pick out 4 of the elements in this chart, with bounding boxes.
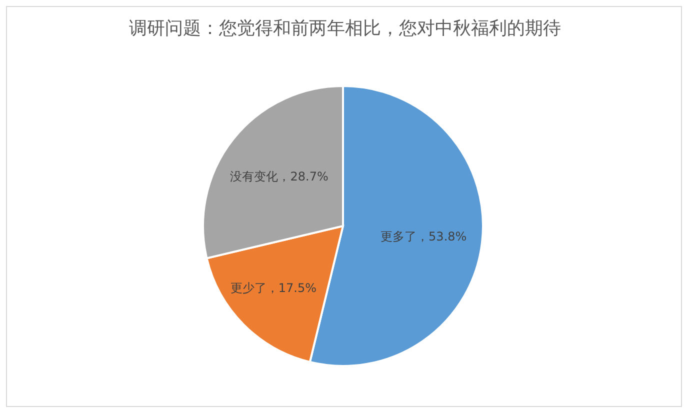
chart-title: 调研问题：您觉得和前两年相比，您对中秋福利的期待 [129, 18, 561, 39]
slice-label: 更多了，53.8% [380, 230, 467, 244]
slice-label: 没有变化，28.7% [230, 170, 328, 184]
slice-label: 更少了，17.5% [230, 281, 316, 296]
